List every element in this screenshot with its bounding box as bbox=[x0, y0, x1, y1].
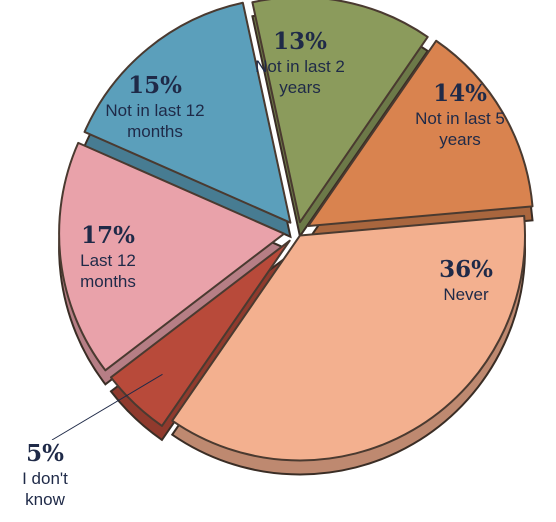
slice-label: 14% Not in last 5 years bbox=[405, 80, 515, 150]
slice-label: 36% Never bbox=[411, 256, 521, 305]
slice bbox=[109, 239, 291, 427]
slice bbox=[58, 141, 286, 372]
slice bbox=[251, 0, 429, 224]
leader-line bbox=[51, 373, 163, 441]
slice-label: 17% Last 12 months bbox=[53, 222, 163, 292]
category-label: Not in last 12 months bbox=[105, 101, 205, 141]
category-label: Never bbox=[443, 285, 489, 304]
slice-label: 5% I don't know bbox=[0, 440, 90, 510]
category-label: I don't know bbox=[22, 469, 68, 509]
slice bbox=[171, 214, 526, 462]
slice bbox=[307, 39, 534, 227]
value-label: 36% bbox=[439, 256, 493, 283]
slice-label: 15% Not in last 12 months bbox=[90, 72, 220, 142]
slice-label: 13% Not in last 2 years bbox=[240, 28, 360, 98]
category-label: Last 12 months bbox=[80, 251, 136, 291]
value-label: 17% bbox=[81, 222, 135, 249]
value-label: 13% bbox=[273, 28, 327, 55]
slice bbox=[83, 1, 292, 224]
value-label: 14% bbox=[433, 80, 487, 107]
value-label: 5% bbox=[26, 440, 64, 467]
category-label: Not in last 2 years bbox=[255, 57, 345, 97]
category-label: Not in last 5 years bbox=[415, 109, 505, 149]
value-label: 15% bbox=[128, 72, 182, 99]
